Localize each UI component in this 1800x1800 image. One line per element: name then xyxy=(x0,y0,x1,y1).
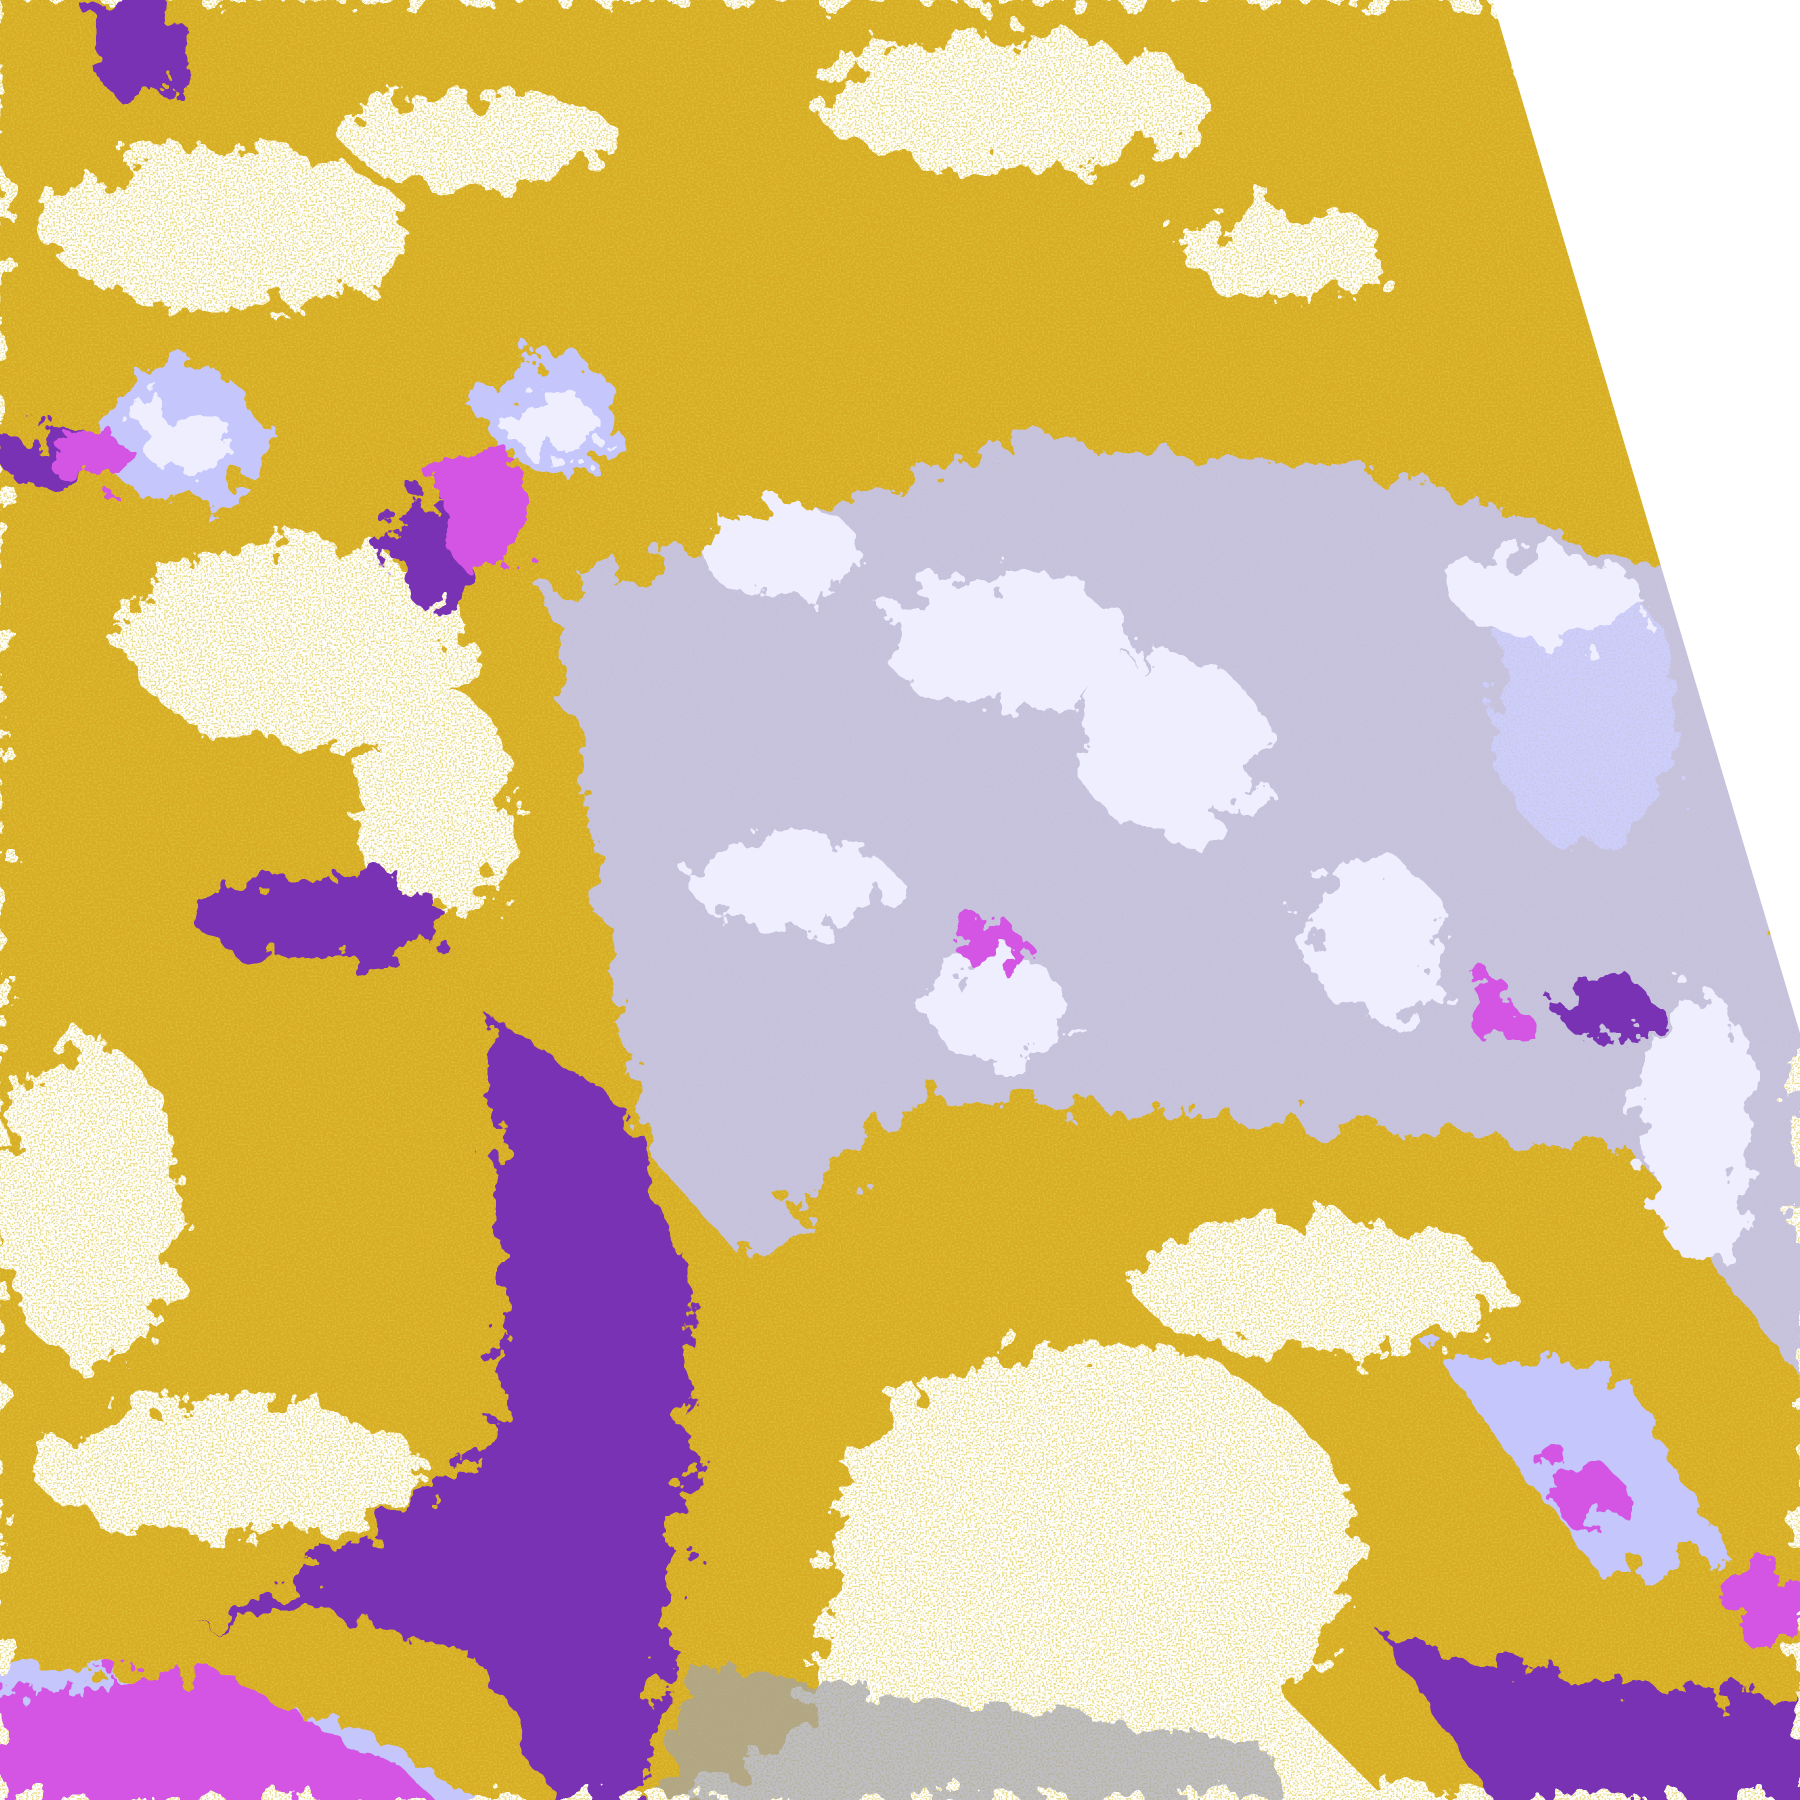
high-thin-layer xyxy=(0,436,1800,1800)
swath-edge xyxy=(1492,0,1800,1034)
deep-convection-layer xyxy=(137,390,1757,1263)
